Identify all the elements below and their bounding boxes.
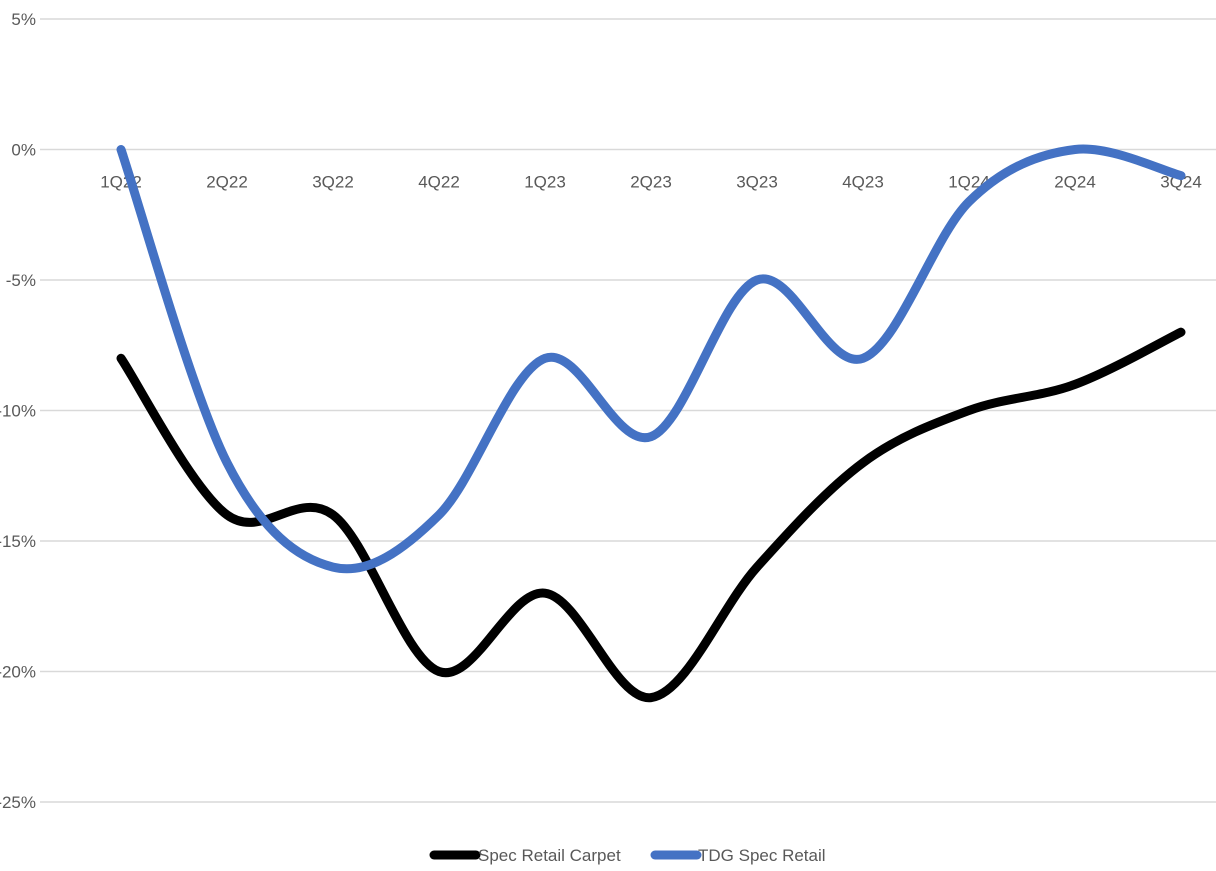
series-lines: [116, 144, 1186, 703]
x-tick-label: 2Q23: [630, 173, 672, 192]
x-tick-label: 2Q22: [206, 173, 248, 192]
series-line-spec-retail-carpet: [116, 327, 1186, 703]
legend-label: TDG Spec Retail: [698, 846, 826, 865]
x-axis-tick-labels: 1Q22 2Q22 3Q22 4Q22 1Q23 2Q23 3Q23 4Q23 1Q24 2Q24…: [100, 173, 1202, 192]
y-axis-tick-labels: 5% 0% -5% -10% -15% -20% -25%: [0, 10, 36, 812]
legend-label: Spec Retail Carpet: [478, 846, 621, 865]
y-tick-label: 5%: [11, 10, 36, 29]
x-tick-label: 2Q24: [1054, 173, 1096, 192]
x-tick-label: 4Q22: [418, 173, 460, 192]
x-tick-label: 4Q23: [842, 173, 884, 192]
y-tick-label: -20%: [0, 663, 36, 682]
y-tick-label: -15%: [0, 532, 36, 551]
y-tick-label: -5%: [6, 271, 36, 290]
legend: Spec Retail Carpet TDG Spec Retail: [429, 846, 826, 865]
gridlines: [40, 18, 1216, 803]
x-tick-label: 1Q23: [524, 173, 566, 192]
x-tick-label: 3Q22: [312, 173, 354, 192]
x-tick-label: 3Q24: [1160, 173, 1202, 192]
y-tick-label: -10%: [0, 402, 36, 421]
series-line-tdg-spec-retail: [116, 144, 1186, 574]
y-tick-label: -25%: [0, 793, 36, 812]
x-tick-label: 3Q23: [736, 173, 778, 192]
y-tick-label: 0%: [11, 141, 36, 160]
